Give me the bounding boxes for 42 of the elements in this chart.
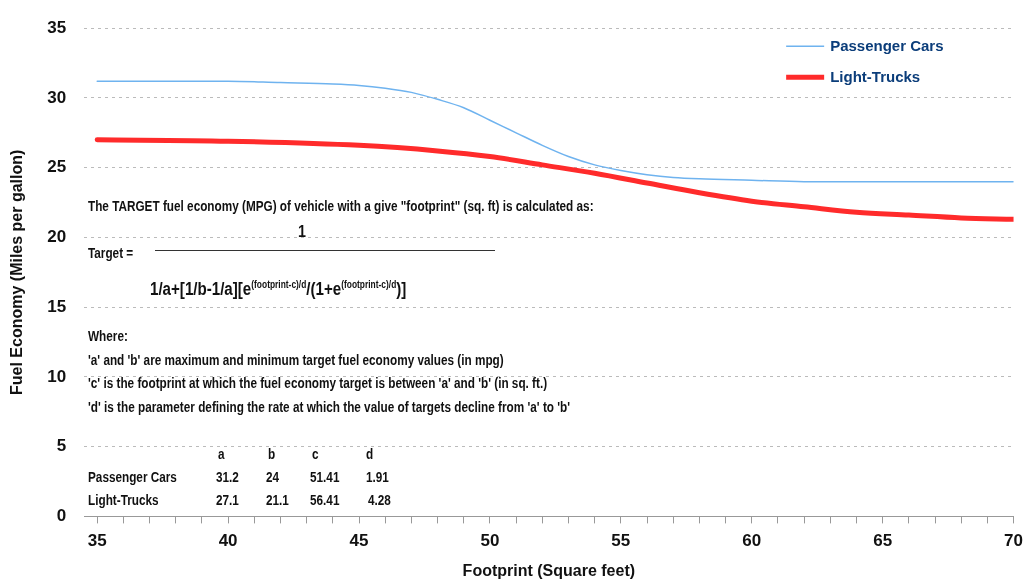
annotation: Passenger Cars	[88, 469, 177, 486]
legend-label: Passenger Cars	[830, 37, 944, 55]
annotation: 'd' is the parameter defining the rate at which the value of targets decline from 'a' to 'b'	[88, 399, 571, 416]
x-tick-label: 45	[349, 531, 369, 551]
annotation: 'a' and 'b' are maximum and minimum target fuel economy values (in mpg)	[88, 352, 504, 369]
x-tick-label: 50	[480, 531, 500, 551]
y-tick-label: 35	[47, 17, 67, 37]
x-tick-label: 55	[611, 531, 631, 551]
annotation: b	[268, 446, 276, 463]
annotation: 1/a+[1/b-1/a][e$^{(footprint-c)/d}$/(1+e$^{(footprint-c)/d}$)]	[150, 278, 407, 300]
annotation: 'c' is the footprint at which the fuel economy target is between 'a' and 'b' (in sq. ft.)	[88, 375, 548, 392]
annotation: Light-Trucks	[88, 492, 159, 509]
y-axis-title: Fuel Economy (Miles per gallon)	[8, 149, 26, 395]
x-tick-label: 70	[1004, 531, 1024, 551]
annotation: 1.91	[366, 469, 389, 486]
annotation: 31.2	[216, 469, 239, 486]
annotation: 21.1	[266, 492, 289, 509]
annotation: a	[218, 446, 225, 463]
annotation: 56.41	[310, 492, 340, 509]
annotation: 4.28	[368, 492, 391, 509]
y-tick-label: 10	[47, 366, 67, 386]
y-tick-label: 0	[56, 506, 67, 526]
y-tick-label: 5	[56, 436, 67, 456]
x-tick-label: 65	[873, 531, 893, 551]
y-tick-label: 20	[47, 227, 67, 247]
x-tick-label: 60	[742, 531, 762, 551]
annotation: 27.1	[216, 492, 239, 509]
y-tick-label: 25	[47, 157, 67, 177]
y-tick-label: 15	[47, 296, 67, 316]
annotation: c	[312, 446, 319, 463]
annotation: 51.41	[310, 469, 340, 486]
annotation: 1	[298, 221, 306, 242]
annotation: The TARGET fuel economy (MPG) of vehicle with a give "footprint" (sq. ft) is calculated as:	[88, 198, 594, 215]
x-tick-label: 35	[87, 531, 107, 551]
legend-label: Light-Trucks	[830, 68, 921, 86]
y-tick-label: 30	[47, 87, 67, 107]
annotation: Where:	[88, 328, 128, 345]
x-axis-title: Footprint (Square feet)	[462, 561, 636, 579]
annotation: d	[366, 446, 374, 463]
annotation: Target =	[88, 245, 134, 262]
annotation: 24	[266, 469, 280, 486]
x-tick-label: 40	[218, 531, 238, 551]
